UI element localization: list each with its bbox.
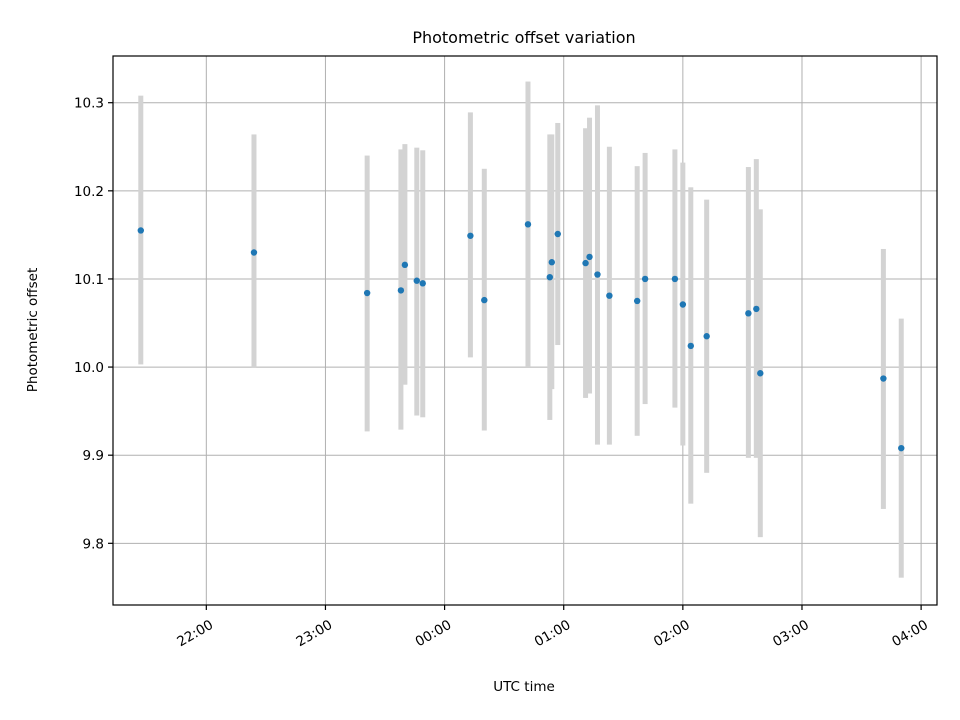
y-tick-label: 10.3 bbox=[74, 96, 104, 112]
data-point bbox=[586, 253, 593, 261]
data-point bbox=[671, 275, 679, 283]
data-point bbox=[546, 273, 554, 281]
y-tick-label: 10.1 bbox=[74, 272, 104, 288]
y-axis-label: Photometric offset bbox=[25, 268, 41, 392]
data-point bbox=[419, 280, 426, 287]
data-point bbox=[679, 301, 687, 308]
data-point bbox=[554, 230, 561, 238]
data-point bbox=[524, 221, 532, 228]
data-point bbox=[413, 277, 420, 284]
y-tick-label: 9.8 bbox=[83, 536, 104, 552]
data-point bbox=[548, 259, 556, 266]
data-point bbox=[137, 227, 144, 234]
data-point bbox=[880, 375, 887, 382]
y-axis-ticks: 9.8 9.9 10.0 10.1 10.2 10.3 bbox=[74, 96, 113, 552]
data-point bbox=[363, 289, 371, 297]
y-tick-label: 10.2 bbox=[74, 184, 104, 200]
data-point bbox=[703, 333, 710, 340]
data-point bbox=[753, 305, 760, 313]
data-point bbox=[898, 444, 905, 452]
data-point bbox=[250, 249, 258, 256]
x-axis-label: UTC time bbox=[493, 679, 555, 695]
data-point bbox=[606, 292, 613, 299]
plot-frame bbox=[112, 55, 938, 606]
data-point bbox=[641, 275, 649, 283]
y-tick-label: 9.9 bbox=[83, 448, 104, 464]
data-point bbox=[481, 296, 488, 304]
chart-title: Photometric offset variation bbox=[412, 28, 635, 47]
data-point bbox=[594, 271, 601, 278]
data-point bbox=[757, 370, 764, 377]
data-point bbox=[687, 342, 694, 350]
data-point bbox=[582, 259, 589, 267]
data-point bbox=[745, 310, 752, 317]
data-point bbox=[467, 232, 474, 239]
y-tick-label: 10.0 bbox=[74, 360, 104, 376]
data-point bbox=[633, 297, 641, 305]
data-points bbox=[137, 221, 905, 452]
data-point bbox=[397, 287, 405, 294]
data-point bbox=[401, 261, 409, 269]
